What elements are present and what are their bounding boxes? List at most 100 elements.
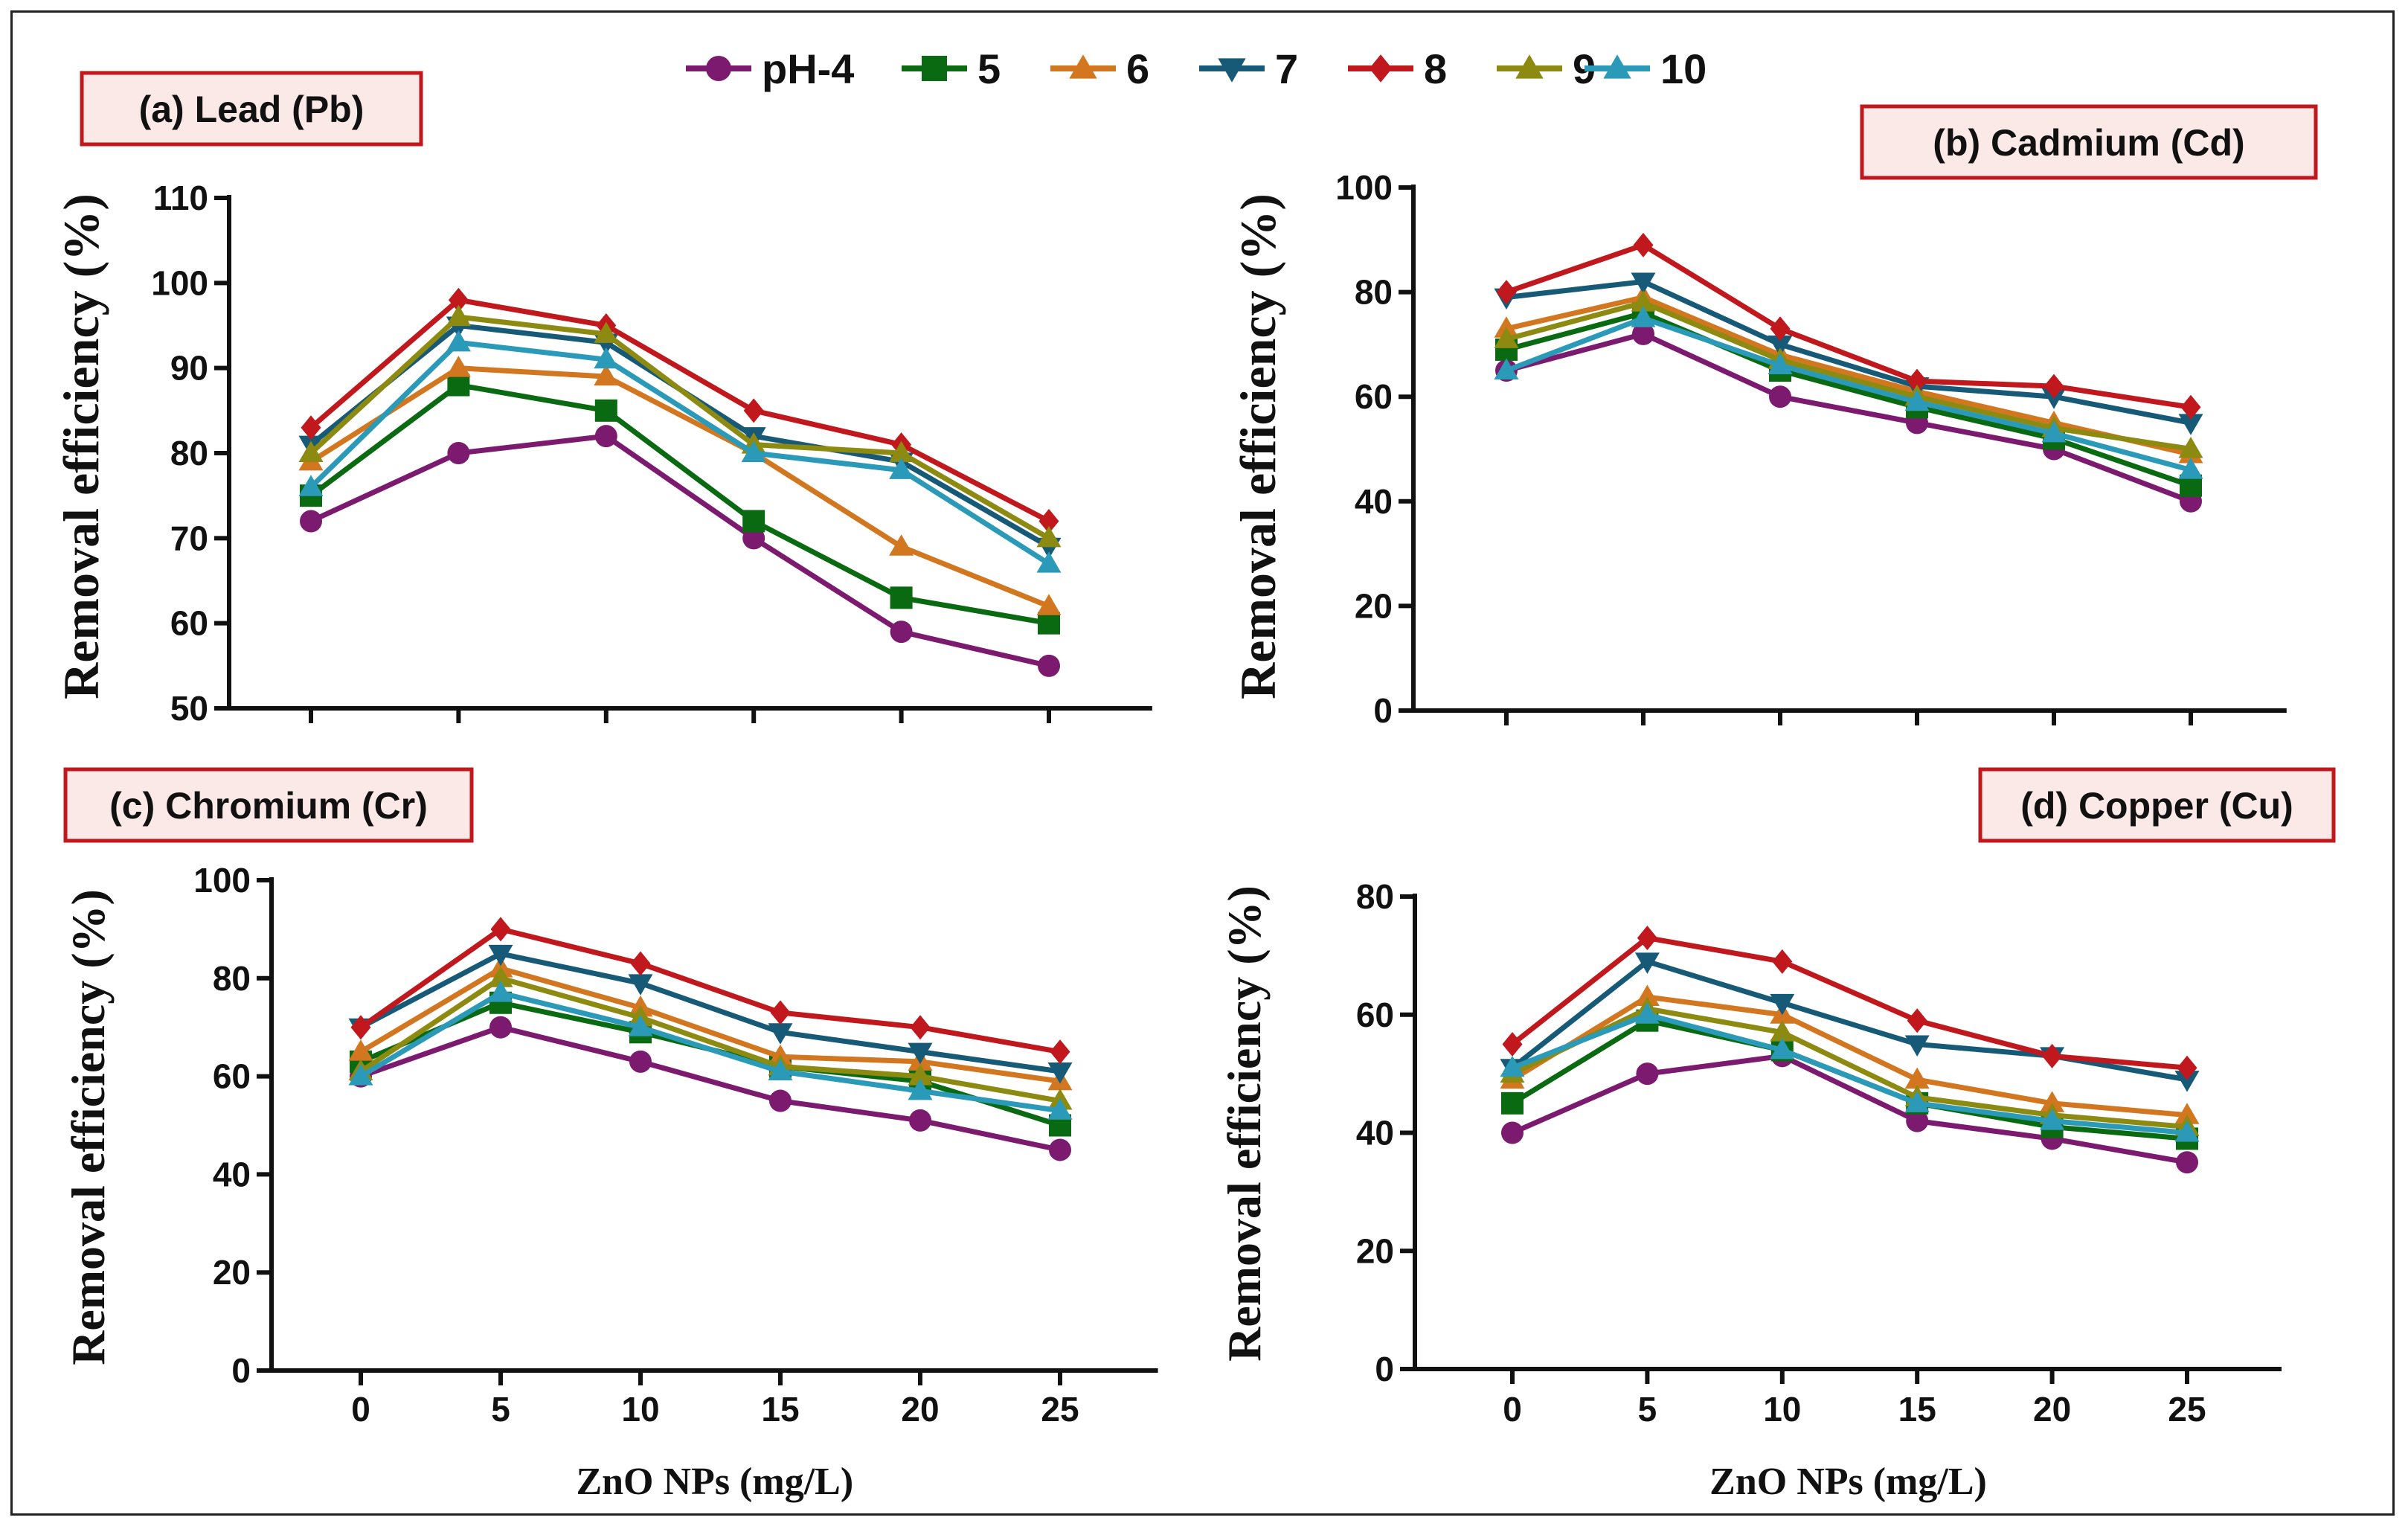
- chart-panel-2: (b) Cadmium (Cd) Removal efficiency (%) 0 2…: [1230, 104, 2318, 730]
- data-point: [2043, 374, 2064, 399]
- legend-item-pH-4: pH-4: [686, 45, 854, 92]
- data-point: [1904, 1035, 1930, 1057]
- data-point: [446, 356, 471, 377]
- data-point: [909, 1109, 931, 1132]
- chart-title: (c) Chromium (Cr): [109, 785, 428, 827]
- data-point: [1500, 1055, 1525, 1077]
- data-point: [1631, 272, 1656, 295]
- legend-item-6: 6: [1050, 45, 1149, 92]
- data-point: [889, 440, 914, 462]
- series-line: [1511, 1006, 2188, 1130]
- x-tick-label: 20: [901, 1390, 939, 1429]
- legend-marker: [1515, 54, 1544, 79]
- series-7: [298, 316, 1062, 560]
- data-point: [1631, 306, 1656, 327]
- x-tick-label: 0: [1503, 1390, 1522, 1429]
- series-pH-4: [300, 425, 1060, 677]
- y-tick-label: 60: [170, 604, 208, 643]
- legend-label: 6: [1126, 45, 1149, 92]
- x-tick-label: 10: [621, 1390, 659, 1429]
- data-point: [2174, 1071, 2200, 1092]
- series-6: [1500, 984, 2200, 1124]
- data-point: [298, 475, 324, 496]
- chart-panel-4: (d) Copper (Cu) Removal efficiency (%) 0 20…: [1218, 767, 2336, 1503]
- chart-title: (d) Copper (Cu): [2020, 785, 2293, 827]
- series-line: [1506, 310, 2192, 489]
- y-axis-label: Removal efficiency (%): [62, 889, 115, 1365]
- x-tick-label: 25: [1041, 1390, 1079, 1429]
- data-point: [2178, 458, 2203, 479]
- data-point: [1636, 1062, 1659, 1086]
- y-tick-label: 60: [1356, 996, 1394, 1034]
- data-point: [2177, 1055, 2197, 1080]
- y-tick-label: 40: [213, 1155, 251, 1193]
- data-point: [301, 415, 321, 440]
- y-tick-label: 20: [213, 1253, 251, 1292]
- figure-frame: [10, 10, 2395, 1516]
- y-tick-label: 60: [1355, 377, 1393, 416]
- series-line: [359, 966, 1061, 1084]
- y-axis-label: Removal efficiency (%): [1218, 885, 1271, 1362]
- data-point: [1501, 1121, 1524, 1144]
- legend-item-8: 8: [1348, 45, 1447, 92]
- series-line: [309, 339, 1050, 566]
- x-tick-label: 5: [1638, 1390, 1657, 1429]
- data-point: [742, 510, 765, 533]
- series-line: [309, 382, 1050, 626]
- series-line: [359, 975, 1061, 1103]
- series-line: [359, 951, 1061, 1074]
- data-point: [2174, 1121, 2200, 1142]
- data-point: [2178, 414, 2203, 435]
- data-point: [298, 440, 324, 462]
- data-point: [889, 458, 914, 479]
- data-point: [1049, 1138, 1071, 1161]
- y-tick-label: 110: [153, 179, 208, 217]
- chart-title: (b) Cadmium (Cd): [1933, 122, 2244, 164]
- data-point: [1770, 993, 1795, 1016]
- series-line: [1505, 242, 2192, 410]
- data-point: [1036, 525, 1062, 548]
- x-axis-label: ZnO NPs (mg/L): [576, 1461, 853, 1503]
- legend-marker: [1603, 54, 1631, 79]
- y-tick-label: 50: [170, 689, 208, 728]
- data-point: [1907, 368, 1927, 394]
- data-point: [1770, 316, 1791, 342]
- series-8: [350, 917, 1070, 1065]
- data-point: [1036, 594, 1062, 615]
- data-point: [350, 1015, 371, 1040]
- legend: pH-4 5 6 7 8 9 10: [686, 45, 1707, 92]
- x-tick-label: 10: [1763, 1390, 1801, 1429]
- data-point: [1047, 1098, 1073, 1120]
- data-point: [768, 1023, 793, 1045]
- data-point: [769, 1089, 792, 1112]
- series-10: [348, 981, 1073, 1120]
- series-pH-4: [350, 1016, 1071, 1161]
- chart-title-box: [1978, 767, 2336, 843]
- series-line: [359, 1025, 1061, 1153]
- chart-panel-1: (a) Lead (Pb) Removal efficiency (%) 50 60 7…: [53, 71, 1152, 728]
- data-point: [2041, 420, 2067, 443]
- data-point: [594, 347, 619, 369]
- y-tick-label: 80: [1355, 273, 1393, 312]
- data-point: [1494, 358, 1519, 380]
- data-point: [2178, 437, 2203, 458]
- data-point: [447, 442, 470, 464]
- data-point: [1038, 508, 1059, 533]
- series-line: [1506, 279, 2192, 426]
- chart-panel-3: (c) Chromium (Cr) Removal efficiency (%) 0…: [62, 767, 1158, 1503]
- y-axis-label: Removal efficiency (%): [53, 193, 109, 699]
- legend-marker: [1218, 58, 1246, 83]
- data-point: [594, 364, 619, 386]
- data-point: [2180, 394, 2201, 420]
- y-tick-label: 40: [1356, 1114, 1394, 1153]
- data-point: [1047, 1062, 1073, 1084]
- y-tick-label: 80: [170, 434, 208, 472]
- data-point: [889, 534, 914, 556]
- data-point: [1769, 385, 1791, 408]
- data-point: [908, 1064, 933, 1086]
- data-point: [1501, 1092, 1524, 1115]
- x-tick-label: 25: [2168, 1390, 2206, 1429]
- data-point: [489, 1016, 512, 1039]
- data-point: [1050, 1039, 1070, 1065]
- y-tick-label: 80: [213, 959, 251, 998]
